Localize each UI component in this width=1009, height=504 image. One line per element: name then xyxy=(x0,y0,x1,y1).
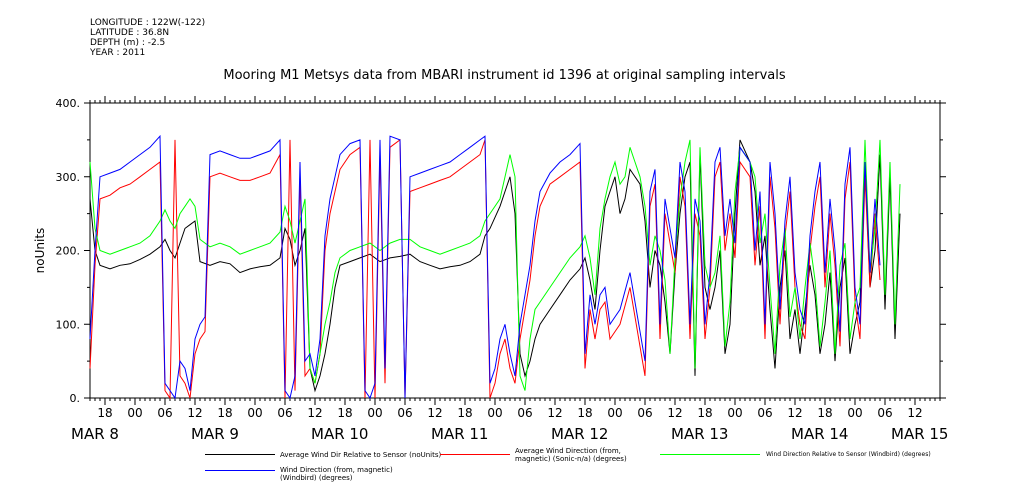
x-day-label: MAR 8 xyxy=(71,425,119,443)
meta-depth: DEPTH (m) : -2.5 xyxy=(90,38,166,48)
x-hour-label: 00 xyxy=(127,406,142,420)
x-hour-label: 00 xyxy=(247,406,262,420)
legend-label-green: Wind Direction Relative to Sensor (Windb… xyxy=(766,451,931,458)
metadata-block: LONGITUDE : 122W(-122) LATITUDE : 36.8N … xyxy=(90,18,205,58)
x-hour-label: 06 xyxy=(757,406,772,420)
x-hour-label: 00 xyxy=(607,406,622,420)
y-tick-label: 400. xyxy=(56,97,81,110)
meta-year: YEAR : 2011 xyxy=(90,48,146,58)
legend-swatch-red xyxy=(440,454,510,455)
series-avg-wind-dir-relative xyxy=(89,139,901,393)
x-hour-label: 18 xyxy=(577,406,592,420)
series-wind-direction-relative-windbird xyxy=(89,139,901,391)
x-hour-label: 06 xyxy=(877,406,892,420)
legend-swatch-green xyxy=(660,454,760,455)
x-hour-label: 06 xyxy=(277,406,292,420)
y-tick-label: 100. xyxy=(56,318,81,331)
x-hour-label: 00 xyxy=(727,406,742,420)
legend-label-red: Average Wind Direction (from, magnetic) … xyxy=(515,447,627,463)
legend-swatch-black xyxy=(205,454,275,455)
x-day-label: MAR 11 xyxy=(431,425,488,443)
x-hour-label: 18 xyxy=(217,406,232,420)
x-day-label: MAR 9 xyxy=(191,425,239,443)
x-day-label: MAR 15 xyxy=(891,425,948,443)
series-avg-wind-direction-sonic xyxy=(89,138,881,400)
x-hour-label: 12 xyxy=(427,406,442,420)
x-hour-label: 00 xyxy=(847,406,862,420)
x-hour-label: 06 xyxy=(517,406,532,420)
x-hour-label: 12 xyxy=(187,406,202,420)
x-hour-label: 12 xyxy=(667,406,682,420)
x-hour-label: 18 xyxy=(817,406,832,420)
x-hour-label: 12 xyxy=(787,406,802,420)
x-day-label: MAR 13 xyxy=(671,425,728,443)
legend-swatch-blue xyxy=(205,470,275,471)
x-hour-label: 00 xyxy=(487,406,502,420)
x-hour-label: 12 xyxy=(907,406,922,420)
series-wind-direction-windbird xyxy=(89,134,881,400)
x-hour-label: 06 xyxy=(397,406,412,420)
meta-latitude: LATITUDE : 36.8N xyxy=(90,28,170,38)
meta-longitude: LONGITUDE : 122W(-122) xyxy=(90,18,206,28)
y-tick-label: 200. xyxy=(56,245,81,258)
chart-title: Mooring M1 Metsys data from MBARI instru… xyxy=(223,68,786,83)
x-hour-label: 18 xyxy=(97,406,112,420)
x-day-label: MAR 10 xyxy=(311,425,368,443)
x-hour-label: 18 xyxy=(337,406,352,420)
plot-frame xyxy=(89,102,941,399)
x-hour-label: 18 xyxy=(457,406,472,420)
y-axis-label: noUnits xyxy=(33,228,47,274)
legend-label-blue: Wind Direction (from, magnetic) (Windbir… xyxy=(280,466,393,482)
x-day-label: MAR 14 xyxy=(791,425,848,443)
y-tick-label: 0. xyxy=(70,392,81,405)
y-tick-label: 300. xyxy=(56,171,81,184)
x-hour-label: 18 xyxy=(697,406,712,420)
x-hour-label: 12 xyxy=(307,406,322,420)
x-hour-label: 06 xyxy=(157,406,172,420)
x-day-label: MAR 12 xyxy=(551,425,608,443)
x-hour-label: 00 xyxy=(367,406,382,420)
legend-label-black: Average Wind Dir Relative to Sensor (noU… xyxy=(280,451,442,459)
x-hour-label: 12 xyxy=(547,406,562,420)
x-hour-label: 06 xyxy=(637,406,652,420)
